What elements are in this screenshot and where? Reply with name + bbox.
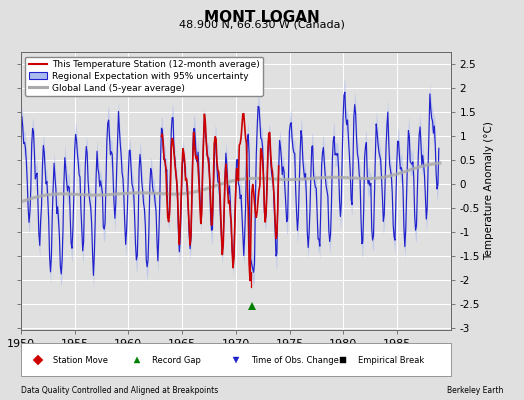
Y-axis label: Temperature Anomaly (°C): Temperature Anomaly (°C) [484, 122, 494, 260]
Text: Record Gap: Record Gap [152, 356, 201, 364]
Text: MONT LOGAN: MONT LOGAN [204, 10, 320, 25]
FancyBboxPatch shape [21, 342, 451, 376]
Text: Station Move: Station Move [53, 356, 108, 364]
Text: 48.900 N, 66.630 W (Canada): 48.900 N, 66.630 W (Canada) [179, 19, 345, 29]
Text: Berkeley Earth: Berkeley Earth [446, 386, 503, 395]
Legend: This Temperature Station (12-month average), Regional Expectation with 95% uncer: This Temperature Station (12-month avera… [26, 56, 263, 96]
Text: Data Quality Controlled and Aligned at Breakpoints: Data Quality Controlled and Aligned at B… [21, 386, 218, 395]
Text: Empirical Break: Empirical Break [358, 356, 424, 364]
Text: Time of Obs. Change: Time of Obs. Change [251, 356, 339, 364]
